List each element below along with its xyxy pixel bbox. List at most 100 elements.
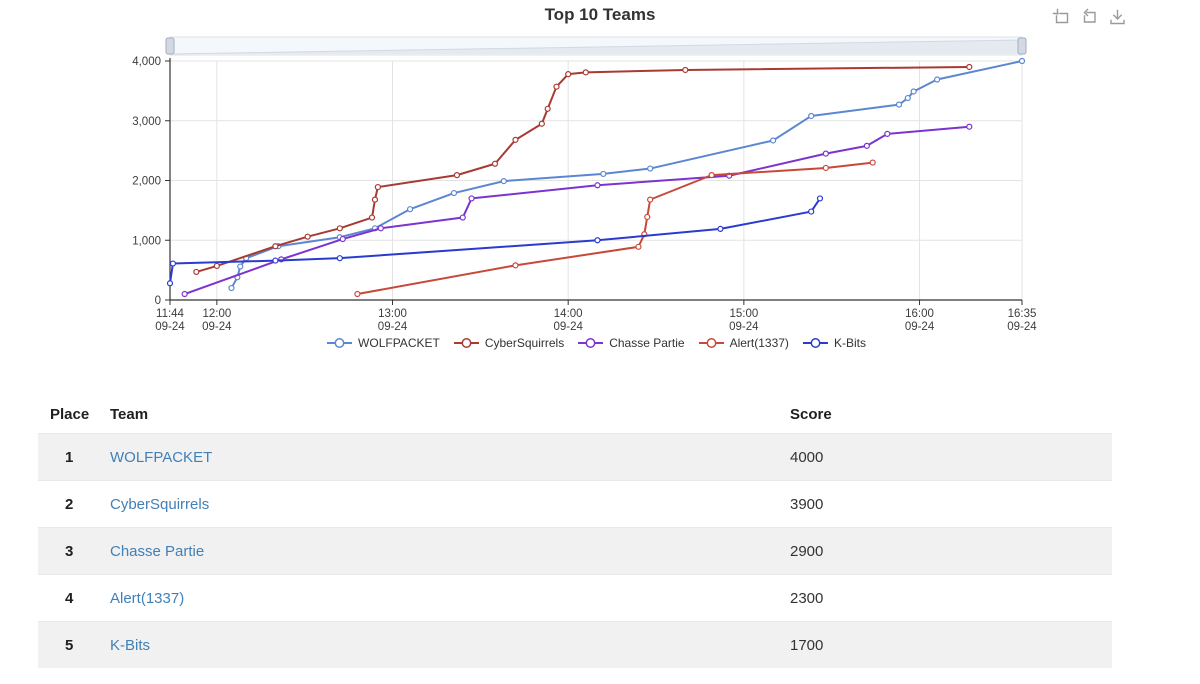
data-point[interactable] bbox=[808, 208, 815, 215]
svg-text:11:44: 11:44 bbox=[156, 308, 185, 320]
svg-text:09-24: 09-24 bbox=[729, 321, 759, 333]
data-point[interactable] bbox=[166, 280, 174, 287]
column-header-place: Place bbox=[50, 405, 90, 423]
data-point[interactable] bbox=[181, 290, 188, 298]
data-point[interactable] bbox=[237, 263, 244, 270]
data-point[interactable] bbox=[966, 63, 973, 71]
data-point[interactable] bbox=[895, 101, 903, 108]
place-cell: 3 bbox=[65, 542, 74, 560]
data-point[interactable] bbox=[708, 172, 715, 179]
team-link[interactable]: Chasse Partie bbox=[110, 542, 205, 560]
data-point[interactable] bbox=[635, 243, 642, 250]
svg-text:09-24: 09-24 bbox=[378, 321, 408, 333]
svg-text:09-24: 09-24 bbox=[1007, 321, 1037, 333]
data-point[interactable] bbox=[500, 177, 507, 185]
data-point[interactable] bbox=[717, 225, 724, 232]
legend-line-circle-marker bbox=[453, 338, 479, 348]
data-point[interactable] bbox=[808, 112, 815, 120]
data-point[interactable] bbox=[354, 290, 361, 298]
chart-legend: WOLFPACKET CyberSquirrels Chasse Partie Ale… bbox=[170, 334, 1022, 352]
team-cell: Alert(1337) bbox=[110, 590, 790, 607]
restore-icon[interactable] bbox=[1080, 8, 1099, 27]
data-point[interactable] bbox=[822, 150, 829, 157]
svg-text:12:00: 12:00 bbox=[202, 308, 231, 320]
team-cell: CyberSquirrels bbox=[110, 496, 790, 513]
data-point[interactable] bbox=[544, 105, 551, 112]
column-header-team: Team bbox=[110, 405, 149, 423]
svg-text:0: 0 bbox=[155, 295, 161, 307]
datazoom-handle-left[interactable] bbox=[165, 37, 175, 55]
data-point[interactable] bbox=[910, 88, 917, 95]
data-point[interactable] bbox=[459, 214, 466, 221]
svg-text:3,000: 3,000 bbox=[132, 116, 161, 128]
data-point[interactable] bbox=[565, 71, 572, 78]
data-point[interactable] bbox=[304, 233, 311, 240]
data-point[interactable] bbox=[594, 237, 601, 244]
place-cell: 1 bbox=[65, 448, 74, 466]
data-point[interactable] bbox=[406, 206, 414, 213]
legend-item-chasse-partie[interactable]: Chasse Partie bbox=[577, 336, 685, 350]
data-point[interactable] bbox=[600, 170, 607, 178]
data-point[interactable] bbox=[682, 66, 689, 74]
data-point[interactable] bbox=[863, 142, 870, 149]
column-header-score: Score bbox=[790, 405, 832, 423]
table-row: 5 K-Bits 1700 bbox=[38, 621, 1112, 668]
team-link[interactable]: CyberSquirrels bbox=[110, 495, 210, 513]
svg-text:09-24: 09-24 bbox=[553, 321, 583, 333]
data-point[interactable] bbox=[491, 160, 499, 167]
datazoom-handle-right[interactable] bbox=[1017, 37, 1027, 55]
data-point[interactable] bbox=[904, 94, 911, 102]
team-link[interactable]: K-Bits bbox=[110, 636, 151, 654]
data-point[interactable] bbox=[538, 120, 545, 127]
data-point[interactable] bbox=[884, 130, 891, 137]
team-cell: WOLFPACKET bbox=[110, 449, 790, 466]
legend-item-wolfpacket[interactable]: WOLFPACKET bbox=[326, 336, 440, 350]
data-point[interactable] bbox=[453, 172, 461, 179]
data-point[interactable] bbox=[647, 196, 654, 203]
data-point[interactable] bbox=[869, 159, 876, 166]
data-point[interactable] bbox=[594, 182, 601, 189]
svg-text:2,000: 2,000 bbox=[132, 176, 161, 188]
data-zoom-icon[interactable] bbox=[1052, 8, 1071, 27]
data-point[interactable] bbox=[450, 189, 458, 197]
legend-label: K-Bits bbox=[833, 336, 866, 350]
data-point[interactable] bbox=[582, 69, 589, 76]
data-point[interactable] bbox=[272, 257, 279, 264]
data-point[interactable] bbox=[213, 262, 220, 270]
data-point[interactable] bbox=[371, 196, 379, 203]
data-point[interactable] bbox=[822, 164, 829, 172]
data-point[interactable] bbox=[933, 76, 941, 83]
data-point[interactable] bbox=[336, 255, 343, 262]
data-point[interactable] bbox=[644, 213, 651, 221]
data-point[interactable] bbox=[377, 225, 384, 232]
legend-item-cybersquirrels[interactable]: CyberSquirrels bbox=[453, 336, 564, 350]
data-point[interactable] bbox=[272, 243, 279, 250]
svg-text:15:00: 15:00 bbox=[729, 308, 758, 320]
data-point[interactable] bbox=[512, 136, 519, 143]
data-point[interactable] bbox=[1018, 57, 1026, 65]
data-point[interactable] bbox=[336, 225, 343, 232]
save-as-image-icon[interactable] bbox=[1108, 8, 1127, 27]
data-point[interactable] bbox=[512, 262, 519, 269]
data-point[interactable] bbox=[228, 284, 235, 292]
legend-item-alert-1337-[interactable]: Alert(1337) bbox=[698, 336, 789, 350]
table-header: Place Team Score bbox=[38, 395, 1112, 433]
data-point[interactable] bbox=[468, 195, 475, 202]
team-link[interactable]: WOLFPACKET bbox=[110, 448, 213, 466]
data-point[interactable] bbox=[169, 260, 177, 267]
data-point[interactable] bbox=[816, 195, 824, 202]
data-point[interactable] bbox=[368, 214, 376, 221]
data-point[interactable] bbox=[339, 235, 346, 243]
data-point[interactable] bbox=[374, 183, 381, 191]
svg-text:09-24: 09-24 bbox=[905, 321, 935, 333]
team-link[interactable]: Alert(1337) bbox=[110, 589, 185, 607]
svg-text:09-24: 09-24 bbox=[155, 321, 185, 333]
data-point[interactable] bbox=[770, 137, 777, 144]
legend-item-k-bits[interactable]: K-Bits bbox=[802, 336, 866, 350]
data-point[interactable] bbox=[193, 268, 200, 276]
data-point[interactable] bbox=[647, 165, 654, 172]
data-point[interactable] bbox=[966, 123, 973, 130]
legend-label: WOLFPACKET bbox=[358, 336, 440, 350]
score-cell: 2300 bbox=[790, 589, 824, 607]
data-point[interactable] bbox=[553, 83, 560, 90]
